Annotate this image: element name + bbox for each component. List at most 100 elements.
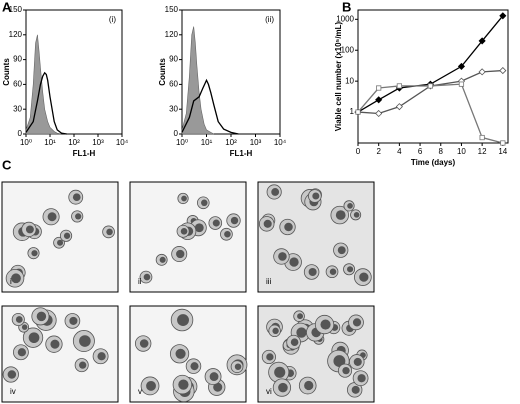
cell-nucleus [50, 339, 60, 349]
cell-nucleus [296, 327, 307, 338]
marker [375, 96, 383, 104]
cell-nucleus [234, 363, 242, 370]
cell-nucleus [201, 199, 208, 207]
cell-nucleus [230, 216, 239, 225]
line [181, 78, 239, 135]
cell-nucleus [263, 219, 272, 228]
cell-nucleus [351, 385, 360, 394]
y-tick-label: 90 [169, 55, 178, 64]
cell-nucleus [342, 366, 350, 375]
marker [396, 83, 402, 89]
x-tick-label: 10⁰ [176, 138, 188, 147]
cell-nucleus [337, 246, 346, 255]
panel-label: A [2, 0, 12, 14]
cell-nucleus [181, 195, 187, 202]
cell-nucleus [278, 252, 287, 261]
area [25, 34, 62, 135]
cell-nucleus [75, 213, 82, 220]
cell-nucleus [15, 316, 23, 323]
x-axis-label: FL1-H [230, 149, 253, 158]
cell-nucleus [176, 249, 185, 259]
line [25, 71, 67, 135]
y-tick-label: 30 [169, 104, 178, 113]
cell-nucleus [297, 313, 304, 320]
micrograph-label: v [138, 387, 142, 396]
cell-nucleus [353, 357, 362, 366]
cell-nucleus [329, 268, 337, 275]
marker [500, 140, 506, 146]
x-tick-label: 12 [478, 147, 487, 156]
annotation: (ii) [265, 15, 274, 24]
cell-nucleus [304, 380, 314, 391]
panel-label: C [2, 157, 12, 172]
cell-nucleus [69, 316, 78, 325]
marker [479, 134, 485, 141]
cell-nucleus [289, 257, 299, 267]
y-tick-label: 120 [165, 30, 179, 39]
cell-nucleus [31, 250, 38, 257]
cell-nucleus [106, 228, 113, 236]
x-tick-label: 10⁴ [274, 138, 287, 147]
cell-nucleus [271, 188, 280, 196]
cell-nucleus [194, 223, 204, 233]
cell-nucleus [213, 382, 223, 392]
cell-nucleus [79, 361, 87, 369]
y-tick-label: 0 [18, 129, 23, 138]
x-tick-label: 10³ [92, 138, 104, 147]
cell-nucleus [139, 339, 149, 348]
cell-nucleus [79, 335, 91, 347]
marker [478, 37, 486, 45]
x-tick-label: 10 [457, 147, 466, 156]
x-tick-label: 10⁰ [20, 138, 32, 147]
y-tick-label: 100 [341, 45, 355, 54]
cell-nucleus [308, 267, 317, 277]
marker [427, 83, 434, 89]
cell-nucleus [320, 319, 331, 330]
y-axis-label: Counts [2, 58, 11, 86]
micrograph-label: ii [138, 277, 142, 286]
plot-frame [357, 9, 509, 144]
marker [458, 81, 465, 87]
cell-nucleus [175, 348, 186, 359]
y-tick-label: 1000 [336, 14, 354, 23]
cell-nucleus [11, 273, 21, 284]
cell-nucleus [7, 370, 17, 379]
cell-nucleus [159, 256, 166, 263]
cell-nucleus [57, 239, 64, 246]
y-tick-label: 90 [13, 55, 22, 64]
micrograph-label: iii [266, 277, 272, 286]
cell-nucleus [357, 374, 366, 383]
x-tick-label: 10⁴ [116, 138, 129, 147]
cell-nucleus [335, 210, 346, 220]
y-axis-label: Viable cell number (x10⁵/mL) [334, 21, 343, 131]
marker [499, 67, 507, 75]
cell-nucleus [266, 353, 274, 361]
cell-nucleus [72, 193, 81, 202]
y-tick-label: 1 [350, 107, 355, 116]
y-tick-label: 30 [13, 104, 22, 113]
x-tick-label: 14 [498, 147, 507, 156]
y-tick-label: 150 [9, 5, 23, 14]
cell-nucleus [353, 212, 360, 218]
cell-nucleus [312, 192, 320, 200]
cell-nucleus [352, 318, 362, 327]
x-tick-label: 6 [418, 147, 423, 156]
cell-nucleus [178, 379, 189, 390]
cell-nucleus [180, 227, 188, 235]
marker [355, 109, 361, 115]
cell-nucleus [47, 212, 57, 222]
annotation: (i) [109, 15, 116, 24]
x-tick-label: 0 [356, 147, 361, 156]
cell-nucleus [278, 382, 288, 393]
x-tick-label: 8 [439, 147, 444, 156]
cell-nucleus [209, 372, 219, 382]
x-axis-label: FL1-H [73, 149, 96, 158]
marker [375, 109, 383, 118]
y-tick-label: 60 [169, 80, 178, 89]
area [181, 26, 215, 135]
x-tick-label: 10¹ [201, 138, 213, 147]
cell-nucleus [21, 324, 28, 330]
x-tick-label: 4 [397, 147, 402, 156]
y-tick-label: 60 [13, 80, 22, 89]
